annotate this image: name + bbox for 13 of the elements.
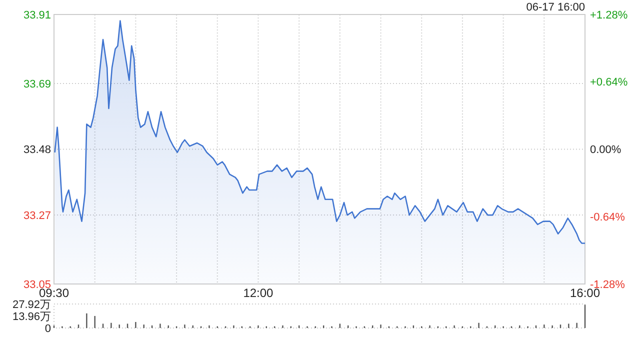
y2-tick-label: 0.00%	[590, 144, 622, 156]
x-tick-label: 12:00	[243, 286, 274, 300]
y-tick-label: 33.91	[23, 9, 51, 22]
y2-tick-label: -0.64%	[590, 211, 626, 224]
y-tick-label: 27.92万	[12, 298, 51, 311]
y-tick-label: 33.69	[23, 78, 51, 90]
y-tick-label: 33.27	[23, 210, 51, 222]
y-tick-label: 0	[44, 322, 51, 335]
y2-tick-label: +0.64%	[590, 76, 628, 89]
y2-tick-label: +1.28%	[590, 9, 628, 22]
y-tick-label: 33.48	[23, 144, 51, 156]
y-tick-label: 13.96万	[12, 310, 51, 323]
text: 06-17 16:00	[526, 2, 585, 14]
